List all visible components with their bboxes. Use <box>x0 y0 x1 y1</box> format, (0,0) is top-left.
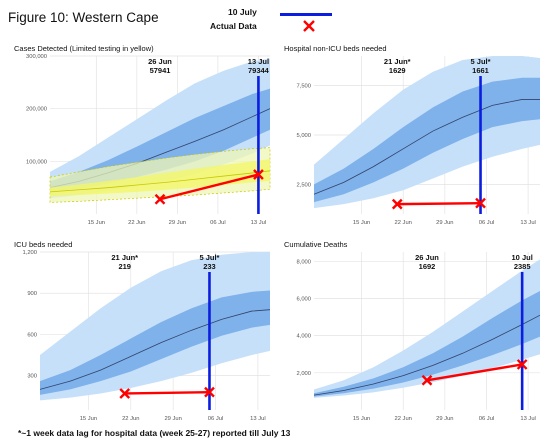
actual-data-point <box>154 193 166 205</box>
actual-data-point <box>421 374 433 386</box>
actual-data-line <box>426 363 523 382</box>
y-tick-label: 600 <box>27 332 37 338</box>
chart-icu-beds: 21 Jun*219 5 Jul*233 15 Jun 22 Jun 29 Jun 06 … <box>22 250 271 422</box>
actual-data-point <box>516 359 528 370</box>
actual-data-point <box>204 386 215 398</box>
actual-data-point <box>119 388 131 399</box>
y-tick-label: 7,500 <box>296 84 311 90</box>
annotation-value: 219 <box>118 262 131 271</box>
annotation-value: 1661 <box>472 66 489 75</box>
projection-inner-band <box>40 290 270 395</box>
actual-data-point <box>253 169 264 180</box>
projection-inner-band <box>314 291 540 397</box>
chart-title: ICU beds needed <box>14 240 73 249</box>
actual-data-point <box>475 197 486 209</box>
annotation-date: 26 Jun <box>148 57 172 66</box>
annotation-date: 10 Jul <box>512 253 533 262</box>
x-tick-label: 29 Jun <box>436 416 453 422</box>
actual-marker-stroke <box>421 374 433 386</box>
y-tick-label: 300,000 <box>26 54 47 60</box>
x-tick-label: 15 Jun <box>88 220 105 226</box>
chart-non-icu-beds: 21 Jun*1629 5 Jul*1661 15 Jun 22 Jun 29 Jun 0… <box>296 56 540 226</box>
projection-median-line <box>313 99 540 195</box>
figure-title: Figure 10: Western Cape <box>8 10 159 25</box>
annotation-date: 21 Jun* <box>384 57 411 66</box>
actual-data-line <box>397 201 481 206</box>
y-tick-label: 1,200 <box>22 250 37 256</box>
actual-marker-stroke <box>391 198 403 210</box>
x-tick-label: 15 Jun <box>353 416 370 422</box>
chart-panel-icu-beds: ICU beds needed 21 Jun* 219 5 Jul* 233 15 Ju… <box>8 240 276 445</box>
projection-outer-band <box>314 259 540 398</box>
x-tick-label: 22 Jun <box>395 416 412 422</box>
x-tick-label: 06 Jul <box>208 416 223 422</box>
annotation-value: 2385 <box>514 262 531 271</box>
y-tick-label: 100,000 <box>26 159 47 165</box>
actual-marker-stroke <box>204 386 215 398</box>
x-tick-label: 13 Jul <box>250 416 265 422</box>
x-tick-label: 06 Jul <box>479 220 494 226</box>
annotation-value: 57941 <box>150 66 171 75</box>
actual-marker-stroke <box>475 197 486 209</box>
actual-marker-stroke <box>516 359 528 370</box>
y-tick-label: 900 <box>27 291 37 297</box>
annotation-date: 21 Jun* <box>111 253 138 262</box>
y-tick-label: 200,000 <box>26 107 47 113</box>
annotation-value: 79344 <box>248 66 270 75</box>
footnote: *~1 week data lag for hospital data (wee… <box>18 428 291 438</box>
y-tick-label: 8,000 <box>296 259 311 265</box>
legend: 10 July Actual Data <box>210 5 332 41</box>
x-tick-label: 29 Jun <box>436 220 453 226</box>
annotation-date: 13 Jul <box>248 57 269 66</box>
chart-panel-cases: Cases Detected (Limited testing in yello… <box>8 44 276 249</box>
x-tick-label: 13 Jul <box>251 220 266 226</box>
y-tick-label: 6,000 <box>296 296 311 302</box>
annotation-value: 233 <box>203 262 216 271</box>
actual-marker-stroke <box>154 193 166 205</box>
annotation-value: 1692 <box>419 262 436 271</box>
y-tick-label: 300 <box>27 374 37 380</box>
annotation-date: 5 Jul* <box>199 253 219 262</box>
annotation-date: 26 Jun <box>415 253 439 262</box>
y-tick-label: 2,500 <box>296 182 311 188</box>
legend-marker-swatch <box>303 20 315 32</box>
x-tick-label: 13 Jul <box>520 416 535 422</box>
chart-title: Hospital non-ICU beds needed <box>284 44 387 53</box>
annotation-value: 1629 <box>389 66 406 75</box>
x-tick-label: 22 Jun <box>128 220 145 226</box>
x-tick-label: 22 Jun <box>122 416 139 422</box>
x-tick-label: 06 Jul <box>210 220 225 226</box>
actual-data-line <box>159 173 259 201</box>
actual-marker-stroke <box>253 169 264 180</box>
chart-title: Cumulative Deaths <box>284 240 348 249</box>
legend-line-swatch <box>280 13 332 16</box>
projection-inner-band <box>50 88 270 193</box>
limited-testing-median-line <box>49 170 271 193</box>
x-tick-label: 22 Jun <box>395 220 412 226</box>
y-tick-label: 4,000 <box>296 334 311 340</box>
legend-line-label: 10 July <box>228 7 257 17</box>
chart-panel-deaths: Cumulative Deaths 26 Jun 1692 10 Jul 2385 15… <box>278 240 546 445</box>
actual-data-line <box>124 390 210 395</box>
actual-data-point <box>391 198 403 210</box>
annotation-date: 5 Jul* <box>471 57 491 66</box>
x-tick-label: 15 Jun <box>353 220 370 226</box>
x-tick-label: 29 Jun <box>169 220 186 226</box>
x-tick-label: 29 Jun <box>164 416 181 422</box>
chart-panel-non-icu-beds: Hospital non-ICU beds needed 21 Jun* 1629… <box>278 44 546 249</box>
projection-median-line <box>39 309 271 390</box>
y-tick-label: 5,000 <box>296 133 311 139</box>
projection-median-line <box>313 314 541 396</box>
chart-title: Cases Detected (Limited testing in yello… <box>14 44 154 53</box>
x-tick-label: 06 Jul <box>479 416 494 422</box>
limited-testing-inner-band <box>50 159 270 197</box>
actual-marker-stroke <box>119 388 131 399</box>
x-tick-label: 15 Jun <box>80 416 97 422</box>
legend-marker-label: Actual Data <box>210 21 257 31</box>
y-tick-label: 2,000 <box>296 371 311 377</box>
x-tick-label: 13 Jul <box>520 220 535 226</box>
